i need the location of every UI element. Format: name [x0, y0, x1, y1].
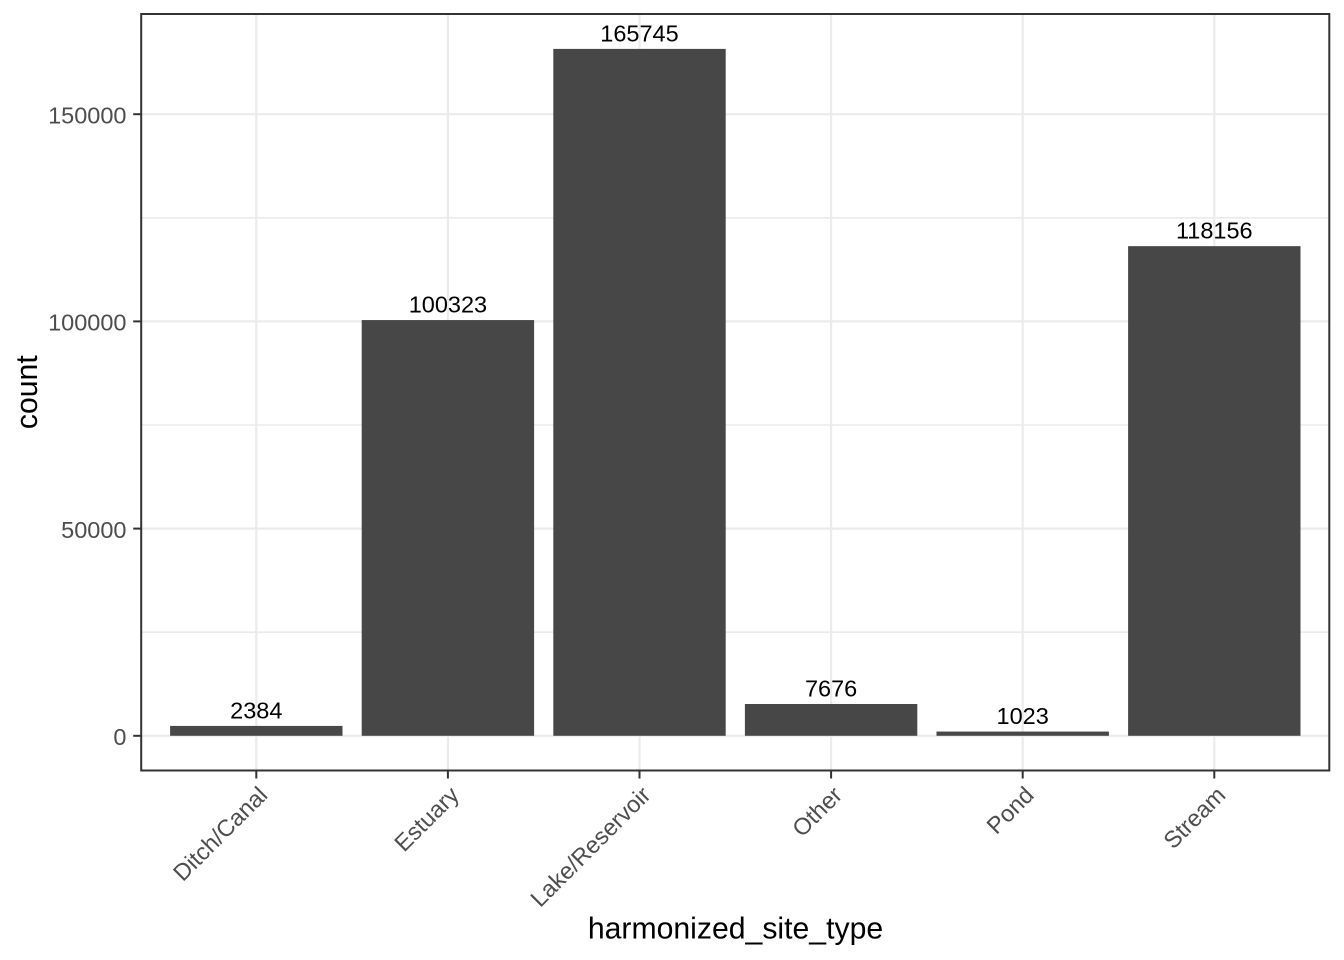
svg-text:7676: 7676: [805, 676, 857, 702]
svg-text:100000: 100000: [48, 310, 126, 336]
svg-text:118156: 118156: [1176, 218, 1253, 244]
svg-text:100323: 100323: [409, 292, 487, 318]
svg-text:count: count: [11, 355, 44, 429]
svg-text:165745: 165745: [600, 20, 678, 46]
svg-text:150000: 150000: [48, 102, 126, 128]
svg-text:50000: 50000: [61, 517, 126, 543]
svg-text:1023: 1023: [997, 703, 1049, 729]
svg-text:0: 0: [113, 724, 126, 750]
svg-text:2384: 2384: [230, 697, 282, 723]
svg-text:harmonized_site_type: harmonized_site_type: [588, 913, 883, 946]
